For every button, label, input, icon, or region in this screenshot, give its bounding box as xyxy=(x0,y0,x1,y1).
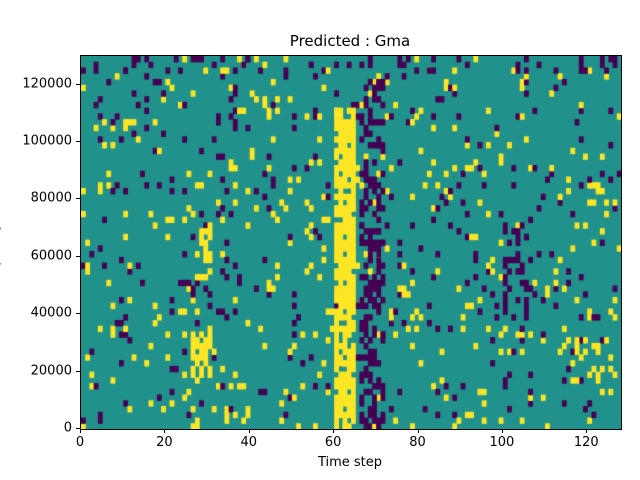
x-tick-label: 20 xyxy=(156,435,173,450)
x-tick-label: 60 xyxy=(324,435,342,450)
chart-title: Predicted : Gma xyxy=(289,32,411,50)
x-axis-label: Time step xyxy=(317,455,383,470)
x-tick-mark xyxy=(248,429,250,433)
x-tick-mark xyxy=(164,429,166,433)
heatmap-canvas xyxy=(81,56,621,429)
y-tick-mark xyxy=(76,313,80,315)
y-tick-mark xyxy=(76,141,80,143)
y-tick-mark xyxy=(76,198,80,200)
x-tick-label: 40 xyxy=(240,435,258,450)
x-tick-label: 120 xyxy=(573,435,599,450)
y-tick-label: 40000 xyxy=(30,305,72,321)
y-tick-mark xyxy=(76,370,80,372)
y-tick-mark xyxy=(76,255,80,257)
x-tick-mark xyxy=(417,429,419,433)
y-tick-mark xyxy=(76,428,80,429)
y-tick-label: 60000 xyxy=(30,248,72,264)
x-tick-mark xyxy=(80,429,81,433)
y-tick-label: 100000 xyxy=(22,133,72,149)
y-axis-label-text: Frequency (Hz) xyxy=(0,192,2,290)
x-tick-mark xyxy=(333,429,335,433)
y-tick-label: 80000 xyxy=(30,190,72,206)
x-tick-mark xyxy=(501,429,503,433)
y-tick-label: 0 xyxy=(63,420,72,436)
x-tick-label: 100 xyxy=(489,435,515,450)
y-tick-label: 120000 xyxy=(22,76,72,92)
x-tick-label: 0 xyxy=(75,435,85,450)
y-tick-mark xyxy=(76,83,80,85)
x-tick-label: 80 xyxy=(409,435,426,450)
y-tick-label: 20000 xyxy=(30,363,72,379)
plot-area xyxy=(80,55,622,430)
x-tick-mark xyxy=(586,429,588,433)
